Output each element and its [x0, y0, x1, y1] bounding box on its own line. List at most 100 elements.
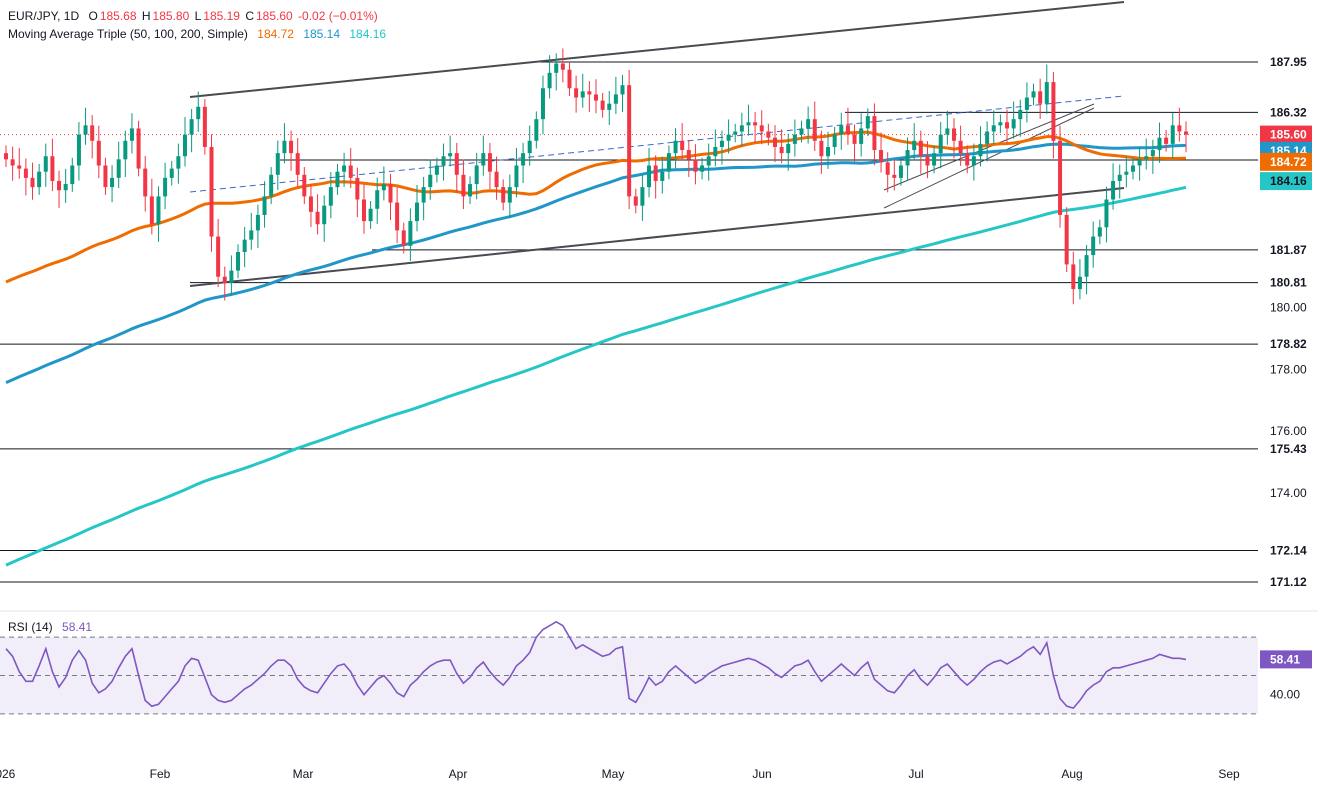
- candle-body: [819, 140, 824, 157]
- candle-body: [494, 171, 499, 188]
- ma50-value: 184.72: [257, 27, 294, 41]
- level-label: 175.43: [1270, 442, 1307, 456]
- candle-body: [222, 276, 227, 283]
- candle-body: [216, 236, 221, 277]
- candle-body: [342, 165, 347, 172]
- candle-body: [388, 184, 393, 203]
- candle-body: [633, 196, 638, 206]
- candle-body: [507, 187, 512, 203]
- candle-body: [1058, 140, 1063, 215]
- candle-body: [1011, 119, 1016, 129]
- price-tick-label: 174.00: [1270, 486, 1307, 500]
- candle-body: [136, 128, 141, 169]
- price-tick-label: 176.00: [1270, 424, 1307, 438]
- ma50-line: [5, 130, 1187, 284]
- candle-body: [129, 128, 134, 141]
- candle-body: [527, 140, 532, 154]
- candle-body: [839, 125, 844, 135]
- open-label: O: [88, 9, 98, 23]
- candle-body: [176, 156, 181, 169]
- candle-body: [63, 184, 68, 191]
- candle-body: [726, 134, 731, 141]
- price-badge: [1260, 125, 1312, 144]
- candle-body: [487, 153, 492, 172]
- candle-body: [1044, 82, 1049, 104]
- candle-body: [865, 116, 870, 129]
- candle-body: [898, 165, 903, 178]
- candles: [4, 48, 1188, 305]
- candle-body: [229, 270, 234, 283]
- candle-body: [753, 122, 758, 126]
- candle-body: [282, 140, 287, 154]
- candle-body: [83, 125, 88, 135]
- candle-body: [448, 153, 453, 157]
- close-label: C: [245, 9, 254, 23]
- candle-body: [295, 153, 300, 175]
- candle-body: [335, 171, 340, 188]
- level-badge-bg: [1260, 240, 1314, 259]
- candle-body: [381, 184, 386, 191]
- candle-body: [1104, 199, 1109, 228]
- candle-body: [1144, 156, 1149, 160]
- candle-body: [706, 156, 711, 166]
- rsi-title: RSI (14): [8, 620, 53, 634]
- candle-body: [938, 134, 943, 154]
- price-badge-label: 184.72: [1270, 155, 1307, 169]
- candle-body: [594, 94, 598, 101]
- close-value: 185.60: [256, 9, 293, 23]
- moving-averages: [5, 130, 1187, 567]
- candle-body: [255, 214, 260, 231]
- candle-body: [918, 140, 923, 157]
- candle-body: [845, 125, 850, 135]
- ma100-line: [5, 142, 1187, 384]
- candle-body: [269, 174, 274, 197]
- candle-body: [76, 134, 81, 166]
- candle-body: [1124, 171, 1129, 175]
- candle-body: [308, 196, 313, 212]
- candle-body: [965, 153, 970, 166]
- time-tick-label: Aug: [1061, 767, 1082, 781]
- candle-body: [1097, 227, 1102, 237]
- candle-body: [275, 153, 280, 175]
- candle-body: [574, 88, 579, 98]
- candle-body: [521, 153, 526, 166]
- candle-body: [587, 91, 592, 95]
- candle-body: [713, 146, 718, 157]
- candle-body: [196, 106, 201, 120]
- candle-body: [580, 91, 585, 98]
- candle-body: [985, 131, 990, 144]
- candle-body: [514, 165, 519, 188]
- price-tick-label: 178.00: [1270, 362, 1307, 376]
- candle-body: [534, 119, 539, 141]
- candle-body: [826, 146, 831, 157]
- candle-body: [879, 150, 884, 163]
- candle-body: [686, 150, 691, 160]
- candle-body: [361, 199, 366, 222]
- candle-body: [958, 140, 963, 154]
- candle-body: [653, 165, 658, 181]
- price-badge: [1260, 152, 1312, 171]
- level-label: 181.87: [1270, 243, 1307, 257]
- channel-mid-line: [189, 95, 1125, 193]
- price-badge-label: 185.60: [1270, 128, 1307, 142]
- candle-body: [680, 140, 685, 151]
- level-badge-bg: [1260, 103, 1314, 122]
- candle-body: [1018, 109, 1023, 120]
- candle-body: [806, 119, 811, 129]
- candle-body: [461, 174, 466, 197]
- candle-body: [971, 156, 976, 166]
- candle-body: [481, 153, 486, 166]
- price-tick-label: 180.00: [1270, 301, 1307, 315]
- ma-legend: Moving Average Triple (50, 100, 200, Sim…: [8, 27, 388, 41]
- candle-body: [660, 171, 665, 181]
- candle-body: [799, 128, 804, 135]
- level-badge-bg: [1260, 53, 1314, 71]
- candle-body: [302, 174, 307, 197]
- candle-body: [501, 187, 506, 203]
- candle-body: [1170, 125, 1175, 144]
- candle-body: [110, 177, 115, 188]
- candle-body: [189, 119, 194, 135]
- candle-body: [1064, 214, 1069, 265]
- level-badge-bg: [1260, 439, 1314, 458]
